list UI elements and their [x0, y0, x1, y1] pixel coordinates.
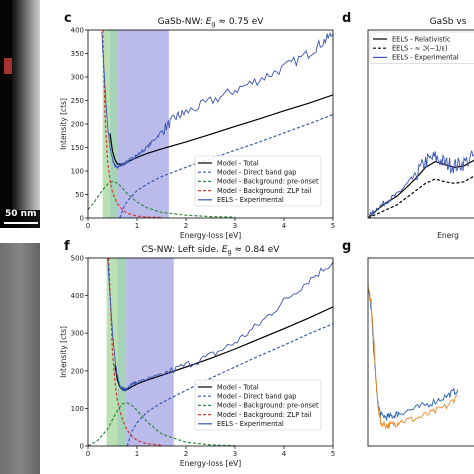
- y-axis-label: Intensity [cts]: [59, 98, 68, 150]
- y-axis-label: Intensity [cts]: [59, 326, 68, 378]
- x-tick-label: 0: [86, 222, 90, 230]
- title-part: g: [227, 248, 231, 256]
- x-tick-label: 0: [86, 450, 90, 458]
- scale-bar: [4, 222, 38, 224]
- legend-label: Model - Total: [217, 159, 259, 167]
- plot-frame: [367, 29, 474, 219]
- y-tick-label: 0: [80, 443, 84, 451]
- series-line: [107, 258, 333, 393]
- series-line: [368, 283, 458, 430]
- legend-label: Model - Direct band gap: [217, 169, 296, 177]
- panel-label-c: c: [64, 11, 72, 26]
- panel-label-f: f: [64, 239, 70, 254]
- series-line: [126, 323, 333, 446]
- micrograph-bottom: [0, 243, 40, 474]
- panel-d: d GaSb vs Energ EELS - Relativistic EELS - ≈…: [342, 11, 474, 240]
- y-tick-label: 200: [71, 121, 84, 129]
- title-part: g: [211, 20, 215, 28]
- y-tick-label: 350: [71, 50, 84, 58]
- legend-box: [369, 31, 474, 64]
- legend-label: Model - Total: [217, 383, 259, 391]
- x-tick-label: 3: [233, 222, 237, 230]
- series-line: [368, 175, 474, 218]
- series-line: [109, 94, 333, 166]
- y-tick-label: 200: [71, 367, 84, 375]
- x-tick-label: 5: [331, 222, 335, 230]
- highlight-marker: [4, 58, 12, 74]
- title-part: E: [206, 17, 212, 27]
- title-part: E: [222, 245, 228, 255]
- y-tick-label: 250: [71, 97, 84, 105]
- panel-title-f: CS-NW: Left side. Eg ≈ 0.84 eV: [142, 245, 281, 256]
- x-tick-label: 5: [331, 450, 335, 458]
- y-tick-label: 50: [75, 191, 84, 199]
- y-tick-label: 100: [71, 405, 84, 413]
- panel-title-c: GaSb-NW: Eg ≈ 0.75 eV: [158, 17, 265, 28]
- x-tick-label: 4: [282, 450, 287, 458]
- legend-label: Model - Background: pre-onset: [217, 178, 319, 186]
- shaded-band: [106, 258, 118, 446]
- legend-label: EELS - Relativistic: [392, 35, 451, 43]
- panel-g: g: [342, 239, 474, 447]
- panel-f: f CS-NW: Left side. Eg ≈ 0.84 eV 0 1 2 3 4 5 0 10…: [59, 239, 335, 468]
- legend: EELS - Relativistic EELS - ≈ ℑ(−1/ε)EELS …: [369, 31, 474, 64]
- x-tick-label: 2: [184, 222, 188, 230]
- plot-frame: [87, 257, 334, 447]
- legend-label: EELS - Experimental: [392, 54, 459, 62]
- panel-c: c GaSb-NW: Eg ≈ 0.75 eV0 1 2 3 4 5050100150200…: [59, 11, 335, 240]
- series-line: [119, 114, 333, 218]
- shaded-band: [110, 30, 118, 218]
- y-tick-label: 400: [71, 27, 84, 35]
- shaded-band: [126, 258, 174, 446]
- legend-label: EELS - ≈ ℑ(−1/ε): [392, 45, 448, 53]
- y-tick-label: 150: [71, 144, 84, 152]
- x-tick-label: 3: [233, 450, 237, 458]
- y-tick-label: 300: [71, 330, 84, 338]
- panel-label-d: d: [342, 11, 351, 26]
- panel-title-d: GaSb vs: [430, 17, 467, 27]
- x-axis-label: Energy-loss [eV]: [180, 231, 241, 240]
- title-part: ≈ 0.84 eV: [232, 245, 281, 255]
- title-part: GaSb-NW:: [158, 17, 206, 27]
- legend-label: Model - Direct band gap: [217, 393, 296, 401]
- shaded-band: [117, 258, 127, 446]
- x-tick-label: 1: [135, 450, 139, 458]
- legend-label: Model - Background: ZLP tail: [217, 187, 312, 195]
- legend-box: [194, 155, 322, 207]
- series-line: [102, 30, 162, 218]
- series-line: [368, 150, 474, 218]
- y-tick-label: 100: [71, 168, 84, 176]
- x-axis-label: Energ: [437, 231, 459, 240]
- x-tick-label: 4: [282, 222, 287, 230]
- legend-label: EELS - Experimental: [217, 420, 284, 428]
- series-line: [368, 287, 459, 421]
- x-tick-label: 2: [184, 450, 188, 458]
- panel-label-g: g: [342, 239, 351, 254]
- y-tick-label: 500: [71, 255, 84, 263]
- x-axis-label: Energy-loss [eV]: [180, 459, 241, 468]
- y-tick-label: 300: [71, 74, 84, 82]
- title-part: ≈ 0.75 eV: [216, 17, 265, 27]
- legend-label: Model - Background: pre-onset: [217, 402, 319, 410]
- plot-frame: [367, 257, 474, 447]
- series-line: [101, 31, 333, 170]
- title-part: CS-NW: Left side.: [142, 245, 222, 255]
- series-line: [368, 159, 474, 218]
- shaded-band: [117, 30, 169, 218]
- shaded-band: [102, 30, 111, 218]
- scale-bar-label: 50 nm: [5, 209, 36, 219]
- legend-label: Model - Background: ZLP tail: [217, 411, 312, 419]
- x-tick-label: 1: [135, 222, 139, 230]
- y-tick-label: 0: [80, 215, 84, 223]
- legend-box: [194, 379, 322, 431]
- y-tick-label: 400: [71, 292, 84, 300]
- legend-label: EELS - Experimental: [217, 196, 284, 204]
- micrograph-top: 50 nm: [0, 0, 40, 228]
